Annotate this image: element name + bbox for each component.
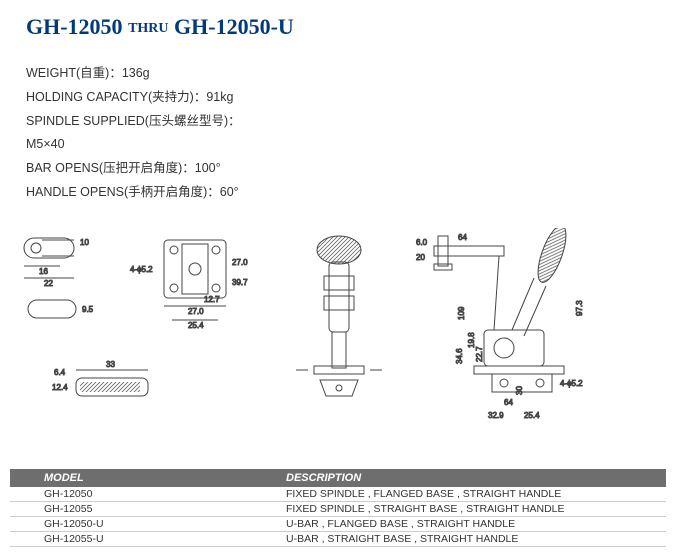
page-title: GH-12050 THRU GH-12050-U	[26, 14, 294, 40]
table-row: GH-12050-U U-BAR , FLANGED BASE , STRAIG…	[10, 517, 666, 532]
th-desc: DESCRIPTION	[286, 472, 666, 484]
dim: 20	[416, 253, 425, 262]
specs-block: WEIGHT(自重)：136g HOLDING CAPACITY(夹持力)：91…	[26, 62, 241, 205]
table-row: GH-12055 FIXED SPINDLE , STRAIGHT BASE ,…	[10, 502, 666, 517]
th-model: MODEL	[10, 472, 286, 484]
table-row: GH-12050 FIXED SPINDLE , FLANGED BASE , …	[10, 487, 666, 502]
td-desc: FIXED SPINDLE , FLANGED BASE , STRAIGHT …	[286, 488, 666, 500]
td-desc: FIXED SPINDLE , STRAIGHT BASE , STRAIGHT…	[286, 503, 666, 515]
dim: 97.3	[575, 300, 584, 316]
td-model: GH-12055	[10, 503, 286, 515]
dim: 34.6	[455, 348, 464, 364]
td-desc: U-BAR , FLANGED BASE , STRAIGHT HANDLE	[286, 518, 666, 530]
dim: 27.0	[232, 258, 248, 267]
dim: 6.4	[54, 368, 66, 377]
engineering-drawings: 16 22 10 9.5 33 12.4 6.4	[14, 228, 662, 443]
dim: 109	[457, 306, 466, 320]
spec-line: M5×40	[26, 133, 241, 157]
dim: 12.4	[52, 383, 68, 392]
model-table: MODEL DESCRIPTION GH-12050 FIXED SPINDLE…	[10, 469, 666, 547]
dim: 9.5	[82, 305, 94, 314]
dim: 33	[106, 360, 115, 369]
dim: 32.9	[488, 411, 504, 420]
dim: 16	[39, 267, 48, 276]
title-thru: THRU	[128, 21, 168, 36]
td-desc: U-BAR , STRAIGHT BASE , STRAIGHT HANDLE	[286, 533, 666, 545]
td-model: GH-12050-U	[10, 518, 286, 530]
title-to: GH-12050-U	[174, 14, 294, 39]
dim: 25.4	[524, 411, 540, 420]
dim: 22	[44, 279, 53, 288]
spec-line: WEIGHT(自重)：136g	[26, 62, 241, 86]
spec-line: HANDLE OPENS(手柄开启角度)：60°	[26, 181, 241, 205]
dim: 39.7	[232, 278, 248, 287]
table-row: GH-12055-U U-BAR , STRAIGHT BASE , STRAI…	[10, 532, 666, 547]
dim: 64	[458, 233, 467, 242]
dim: 10	[80, 238, 89, 247]
dim: 12.7	[204, 295, 220, 304]
dim: 4-ɸ5.2	[560, 379, 583, 388]
table-header: MODEL DESCRIPTION	[10, 469, 666, 487]
dim: 4-ɸ5.2	[130, 265, 153, 274]
dim: 25.4	[188, 321, 204, 330]
spec-line: HOLDING CAPACITY(夹持力)：91kg	[26, 86, 241, 110]
drawing-svg: 16 22 10 9.5 33 12.4 6.4	[14, 228, 662, 443]
spec-line: BAR OPENS(压把开启角度)：100°	[26, 157, 241, 181]
spec-line: SPINDLE SUPPLIED(压头螺丝型号)：	[26, 110, 241, 134]
td-model: GH-12055-U	[10, 533, 286, 545]
dim: 22.7	[475, 346, 484, 362]
title-from: GH-12050	[26, 14, 123, 39]
td-model: GH-12050	[10, 488, 286, 500]
dim: 6.0	[416, 238, 428, 247]
dim: 30	[515, 386, 524, 395]
dim: 64	[504, 398, 513, 407]
dim: 19.8	[467, 332, 476, 348]
dim: 27.0	[188, 307, 204, 316]
